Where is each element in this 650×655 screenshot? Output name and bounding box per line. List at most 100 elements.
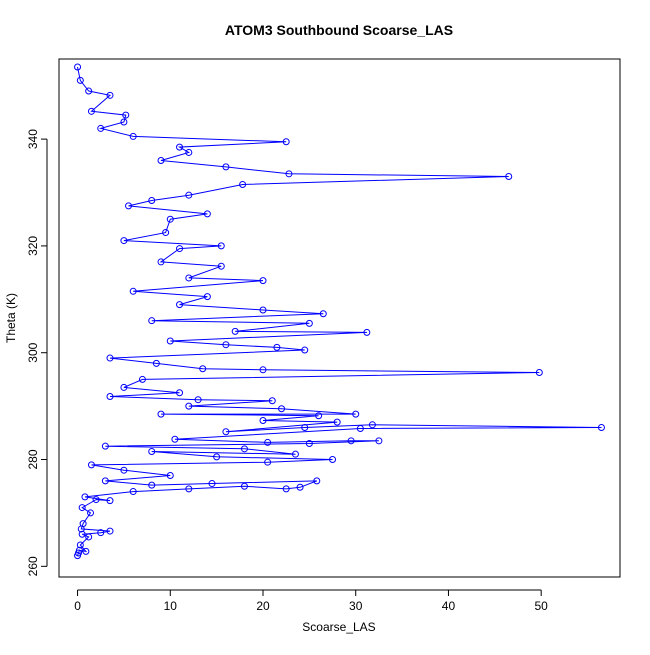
data-point: [97, 529, 105, 537]
data-point: [363, 328, 371, 336]
data-point: [356, 425, 364, 433]
data-point: [101, 442, 109, 450]
data-point: [597, 423, 605, 431]
data-point: [305, 439, 313, 447]
data-point: [240, 445, 248, 453]
data-point: [301, 423, 309, 431]
data-point: [85, 533, 93, 541]
data-point: [176, 245, 184, 253]
chart-title: ATOM3 Southbound Scoarse_LAS: [225, 22, 453, 38]
data-point: [185, 191, 193, 199]
data-point: [79, 520, 87, 528]
data-point: [148, 481, 156, 489]
data-point: [535, 368, 543, 376]
plot-frame: [58, 58, 621, 578]
y-tick-label: 260: [26, 556, 40, 576]
y-tick-label: 320: [26, 236, 40, 256]
data-point: [315, 412, 323, 420]
data-point: [222, 163, 230, 171]
data-point: [203, 293, 211, 301]
data-point: [264, 438, 272, 446]
data-point: [208, 480, 216, 488]
data-point: [120, 237, 128, 245]
data-point: [120, 466, 128, 474]
y-axis-label: Theta (K): [4, 293, 18, 343]
data-point: [375, 437, 383, 445]
data-point: [122, 111, 130, 119]
data-point: [106, 393, 114, 401]
data-point: [129, 132, 137, 140]
data-point: [319, 310, 327, 318]
data-point: [171, 435, 179, 443]
data-point: [347, 437, 355, 445]
data-point: [185, 148, 193, 156]
x-tick-label: 10: [164, 599, 178, 613]
data-point: [259, 277, 267, 285]
x-axis: 0 10 20 30 40 50: [74, 589, 549, 613]
data-point: [76, 76, 84, 84]
data-point: [85, 87, 93, 95]
data-point: [120, 118, 128, 126]
data-point: [352, 410, 360, 418]
data-point: [213, 453, 221, 461]
data-point: [87, 461, 95, 469]
data-point: [106, 497, 114, 505]
data-point: [185, 274, 193, 282]
series-layer: [74, 63, 605, 560]
y-axis: 260 280 300 320 340: [26, 129, 48, 576]
data-point: [97, 124, 105, 132]
data-point: [162, 229, 170, 237]
data-point: [120, 383, 128, 391]
data-point: [166, 472, 174, 480]
x-tick-label: 0: [74, 599, 81, 613]
x-tick-label: 50: [535, 599, 549, 613]
x-tick-label: 40: [442, 599, 456, 613]
data-point: [217, 242, 225, 250]
data-point: [185, 485, 193, 493]
data-point: [176, 301, 184, 309]
data-point: [222, 428, 230, 436]
data-point: [313, 477, 321, 485]
y-tick-label: 340: [26, 129, 40, 149]
data-point: [166, 337, 174, 345]
data-point: [157, 410, 165, 418]
data-point: [273, 343, 281, 351]
data-point: [368, 421, 376, 429]
data-point: [157, 258, 165, 266]
data-point: [268, 397, 276, 405]
data-point: [82, 547, 90, 555]
data-point: [148, 317, 156, 325]
data-point: [301, 346, 309, 354]
data-point: [129, 287, 137, 295]
x-tick-label: 20: [256, 599, 270, 613]
x-tick-label: 30: [349, 599, 363, 613]
data-point: [101, 477, 109, 485]
data-point: [106, 91, 114, 99]
data-point: [81, 493, 89, 501]
data-point: [106, 527, 114, 535]
data-point: [166, 215, 174, 223]
data-point: [333, 418, 341, 426]
data-point: [74, 63, 82, 71]
data-point: [282, 138, 290, 146]
data-point: [76, 541, 84, 549]
data-point: [176, 143, 184, 151]
data-point: [87, 509, 95, 517]
y-tick-label: 280: [26, 449, 40, 469]
data-point: [75, 546, 83, 554]
data-point: [259, 366, 267, 374]
y-tick-label: 300: [26, 342, 40, 362]
data-point: [78, 530, 86, 538]
data-point: [148, 448, 156, 456]
data-point: [152, 359, 160, 367]
data-point: [138, 375, 146, 383]
data-point: [329, 456, 337, 464]
data-point: [296, 483, 304, 491]
data-point: [87, 107, 95, 115]
series-line: [77, 66, 602, 556]
data-point: [505, 172, 513, 180]
data-point: [78, 504, 86, 512]
data-point: [239, 180, 247, 188]
data-point: [199, 365, 207, 373]
